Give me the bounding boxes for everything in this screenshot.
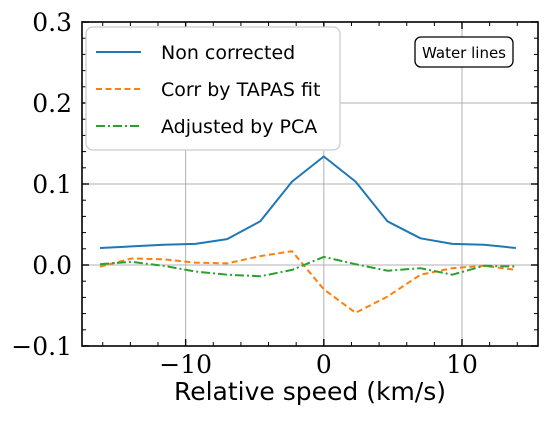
y-tick-label: 0.3 bbox=[32, 8, 72, 37]
legend: Non corrected Corr by TAPAS fit Adjusted b… bbox=[85, 26, 341, 151]
y-tick-label: 0.1 bbox=[32, 170, 72, 199]
series-line bbox=[99, 250, 517, 314]
x-tick-label: 0 bbox=[316, 350, 332, 379]
series-line bbox=[99, 255, 516, 278]
annotation-frame bbox=[414, 36, 514, 68]
legend-frame bbox=[85, 26, 341, 151]
series-lines bbox=[99, 155, 517, 314]
x-tick-label: 10 bbox=[446, 350, 478, 379]
y-tick-label: 0.2 bbox=[32, 89, 72, 118]
y-tick-label: −0.1 bbox=[11, 332, 72, 361]
legend-label: Non corrected bbox=[161, 42, 295, 64]
axis-ticks: −10 0 10 −0.1 0.0 0.1 0.2 0.3 bbox=[11, 8, 538, 379]
legend-label: Corr by TAPAS fit bbox=[161, 79, 320, 101]
legend-label: Adjusted by PCA bbox=[161, 116, 317, 138]
annotation-label: Water lines bbox=[422, 44, 506, 62]
x-tick-label: −10 bbox=[159, 350, 212, 379]
y-tick-label: 0.0 bbox=[32, 251, 72, 280]
x-axis-title: Relative speed (km/s) bbox=[174, 377, 446, 406]
annotation-box: Water lines bbox=[414, 36, 514, 68]
series-line bbox=[99, 155, 517, 249]
